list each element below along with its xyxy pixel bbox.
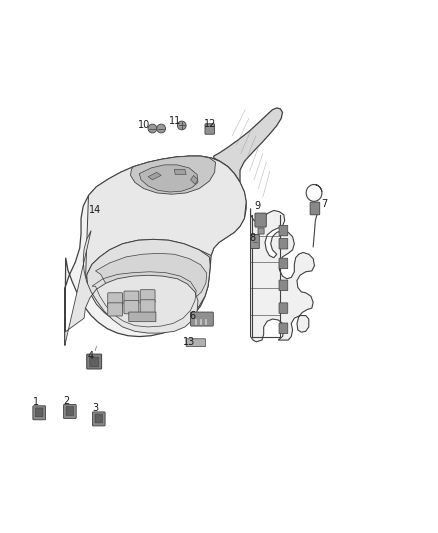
Polygon shape [174,169,186,174]
Polygon shape [214,108,283,182]
Text: 14: 14 [89,205,102,215]
Text: 11: 11 [169,116,181,126]
FancyBboxPatch shape [279,238,288,249]
Polygon shape [95,253,207,311]
Text: 9: 9 [254,201,261,211]
FancyBboxPatch shape [108,293,123,306]
FancyBboxPatch shape [251,235,259,248]
Polygon shape [131,156,215,194]
Polygon shape [148,172,161,180]
FancyBboxPatch shape [124,301,139,314]
FancyBboxPatch shape [129,312,156,322]
FancyBboxPatch shape [279,303,288,313]
Polygon shape [65,231,198,345]
FancyBboxPatch shape [191,312,213,326]
Polygon shape [87,239,210,328]
FancyBboxPatch shape [310,202,320,215]
FancyBboxPatch shape [279,323,288,334]
Text: 1: 1 [33,397,39,407]
Text: 10: 10 [138,120,151,131]
FancyBboxPatch shape [33,406,46,420]
FancyBboxPatch shape [95,414,102,423]
FancyBboxPatch shape [279,280,288,290]
Text: 2: 2 [64,397,70,406]
Polygon shape [139,165,198,192]
Polygon shape [85,156,246,282]
FancyBboxPatch shape [140,300,155,313]
FancyBboxPatch shape [258,228,264,234]
FancyBboxPatch shape [35,408,43,417]
FancyBboxPatch shape [186,339,205,346]
Text: 13: 13 [183,337,195,347]
Text: 3: 3 [92,402,99,413]
FancyBboxPatch shape [279,225,288,236]
Text: 7: 7 [321,199,327,209]
FancyBboxPatch shape [92,412,105,426]
Polygon shape [65,156,246,345]
Text: 6: 6 [190,311,196,320]
Text: 4: 4 [88,351,94,361]
Circle shape [177,121,186,130]
Polygon shape [191,175,198,184]
Circle shape [157,124,166,133]
FancyBboxPatch shape [255,213,266,227]
FancyBboxPatch shape [87,354,102,369]
FancyBboxPatch shape [140,290,155,303]
Text: 8: 8 [249,233,255,243]
FancyBboxPatch shape [205,124,215,134]
FancyBboxPatch shape [124,291,139,304]
FancyBboxPatch shape [66,407,74,415]
FancyBboxPatch shape [279,258,288,269]
FancyBboxPatch shape [64,405,76,418]
Polygon shape [251,209,314,342]
Text: 12: 12 [204,119,216,129]
FancyBboxPatch shape [108,303,123,316]
Circle shape [148,124,157,133]
FancyBboxPatch shape [90,357,99,367]
